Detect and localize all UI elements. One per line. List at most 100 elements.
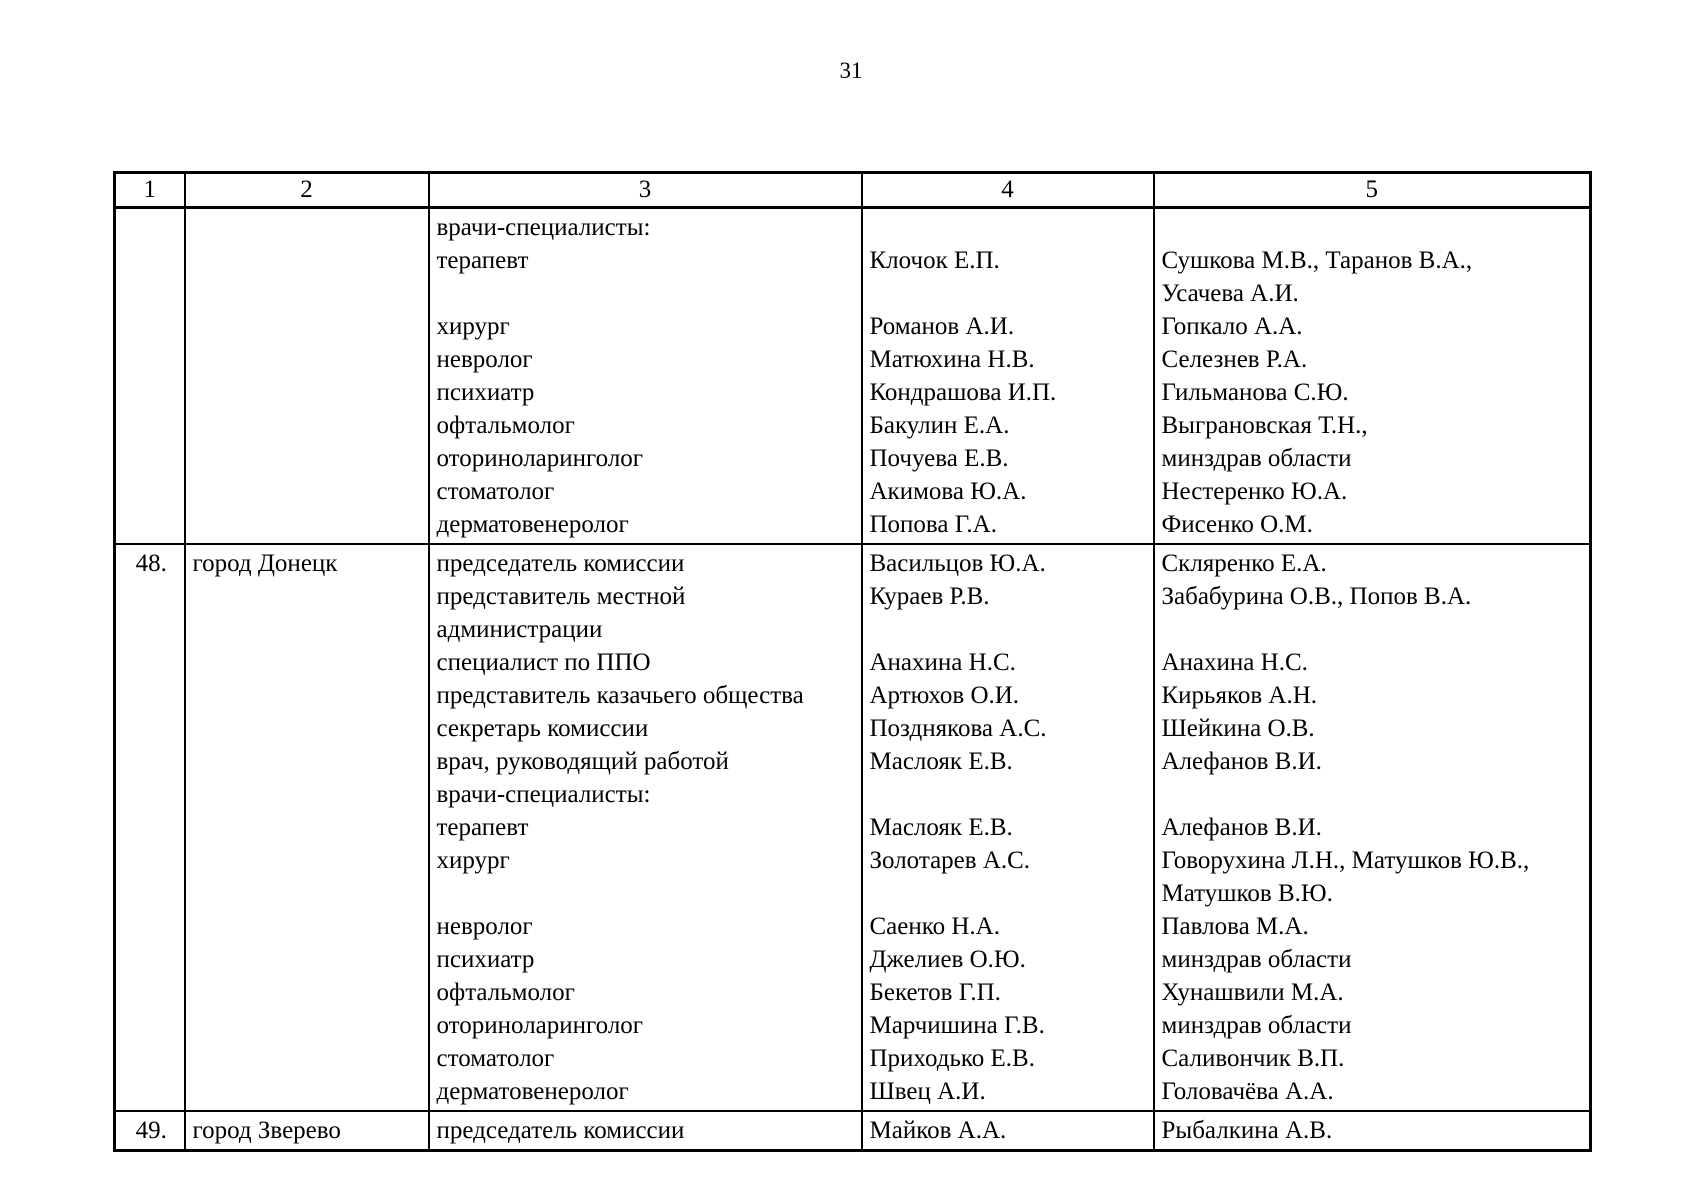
- column-header-5: 5: [1152, 171, 1592, 209]
- cell-line: Клочок Е.П.: [869, 247, 1000, 274]
- row-reserve-cell: Скляренко Е.А. Забабурина О.В., Попов В.А…: [1152, 543, 1592, 1112]
- cell-line: представитель местной: [436, 583, 686, 610]
- cell-line: Алефанов В.И.: [1161, 814, 1322, 841]
- cell-line: психиатр: [436, 379, 535, 406]
- page-number: 31: [839, 58, 863, 83]
- cell-line: оториноларинголог: [436, 1012, 644, 1039]
- row-member-cell: Васильцов Ю.А. Кураев Р.В. Анахина Н.С. Ар…: [860, 543, 1155, 1112]
- cell-line: минздрав области: [1161, 946, 1352, 973]
- table-row: 49. город Зверево председатель комиссии Май…: [113, 1110, 1592, 1152]
- cell-line: Кирьяков А.Н.: [1161, 682, 1318, 709]
- cell-line: [870, 778, 1149, 811]
- row-role-cell: председатель комиссии представитель местн…: [427, 543, 863, 1112]
- cell-line: Саливончик В.П.: [1161, 1045, 1345, 1072]
- cell-line: Головачёва А.А.: [1161, 1078, 1334, 1105]
- cell-line: хирург: [436, 847, 510, 874]
- cell-line: Романов А.И.: [869, 313, 1015, 340]
- cell-line: [437, 277, 857, 310]
- cell-line: Саенко Н.А.: [869, 913, 1000, 940]
- row-city-cell: город Зверево: [183, 1110, 430, 1152]
- cell-line: Позднякова А.С.: [869, 715, 1047, 742]
- cell-line: Скляренко Е.А.: [1161, 550, 1327, 577]
- row-number-cell: 49.: [113, 1110, 186, 1152]
- cell-line: стоматолог: [436, 478, 555, 505]
- cell-line: Анахина Н.С.: [869, 649, 1016, 676]
- column-header-4: 4: [860, 171, 1155, 209]
- cell-line: хирург: [436, 313, 510, 340]
- cell-line: [870, 613, 1149, 646]
- cell-line: Швец А.И.: [869, 1078, 986, 1105]
- cell-line: Маслояк Е.В.: [869, 814, 1013, 841]
- cell-line: дерматовенеролог: [436, 511, 629, 538]
- cell-line: врачи-специалисты:: [436, 781, 651, 808]
- column-header-1: 1: [113, 171, 186, 209]
- cell-line: Васильцов Ю.А.: [869, 550, 1046, 577]
- cell-line: офтальмолог: [436, 979, 575, 1006]
- cell-line: Забабурина О.В., Попов В.А.: [1161, 583, 1472, 610]
- cell-line: Гопкало А.А.: [1161, 313, 1303, 340]
- cell-line: Приходько Е.В.: [869, 1045, 1035, 1072]
- cell-line: Хунашвили М.А.: [1161, 979, 1344, 1006]
- cell-line: Анахина Н.С.: [1161, 649, 1308, 676]
- cell-line: оториноларинголог: [436, 445, 644, 472]
- cell-line: Матюхина Н.В.: [869, 346, 1035, 373]
- cell-line: офтальмолог: [436, 412, 575, 439]
- row-role-cell: председатель комиссии: [427, 1110, 863, 1152]
- column-header-3: 3: [427, 171, 863, 209]
- cell-line: Усачева А.И.: [1161, 280, 1299, 307]
- row-reserve-cell: Сушкова М.В., Таранов В.А., Усачева А.И. Г…: [1152, 206, 1592, 545]
- cell-line: [1162, 613, 1586, 646]
- row-member-cell: Клочок Е.П. Романов А.И. Матюхина Н.В. Кон…: [860, 206, 1155, 545]
- cell-line: Маслояк Е.В.: [869, 748, 1013, 775]
- cell-line: [437, 877, 857, 910]
- cell-line: Шейкина О.В.: [1161, 715, 1315, 742]
- cell-line: Попова Г.А.: [869, 511, 997, 538]
- cell-line: Фисенко О.М.: [1161, 511, 1313, 538]
- cell-line: врач, руководящий работой: [436, 748, 729, 775]
- cell-line: секретарь комиссии: [436, 715, 649, 742]
- table-body: врачи-специалисты: терапевт хирург невроло…: [113, 206, 1592, 1152]
- cell-line: Матушков В.Ю.: [1161, 880, 1333, 907]
- cell-line: Рыбалкина А.В.: [1161, 1117, 1333, 1144]
- row-reserve-cell: Рыбалкина А.В.: [1152, 1110, 1592, 1152]
- cell-line: [870, 211, 1149, 244]
- cell-line: председатель комиссии: [436, 1117, 685, 1144]
- cell-line: Селезнев Р.А.: [1161, 346, 1308, 373]
- row-city-cell: [183, 206, 430, 545]
- cell-line: 49.: [135, 1117, 167, 1144]
- cell-line: Марчишина Г.В.: [869, 1012, 1045, 1039]
- cell-line: [870, 877, 1149, 910]
- cell-line: минздрав области: [1161, 445, 1352, 472]
- row-role-cell: врачи-специалисты: терапевт хирург невроло…: [427, 206, 863, 545]
- cell-line: терапевт: [436, 247, 529, 274]
- cell-line: стоматолог: [436, 1045, 555, 1072]
- cell-line: [1162, 778, 1586, 811]
- cell-line: Бакулин Е.А.: [869, 412, 1010, 439]
- cell-line: Кураев Р.В.: [869, 583, 990, 610]
- cell-line: Бекетов Г.П.: [869, 979, 1001, 1006]
- cell-line: Акимова Ю.А.: [869, 478, 1027, 505]
- cell-line: [1162, 211, 1586, 244]
- cell-line: председатель комиссии: [436, 550, 685, 577]
- row-number-cell: 48.: [113, 543, 186, 1112]
- row-member-cell: Майков А.А.: [860, 1110, 1155, 1152]
- cell-line: невролог: [436, 913, 533, 940]
- cell-line: [123, 211, 180, 244]
- cell-line: Кондрашова И.П.: [869, 379, 1057, 406]
- cell-line: Выграновская Т.Н.,: [1161, 412, 1368, 439]
- cell-line: Сушкова М.В., Таранов В.А.,: [1161, 247, 1473, 274]
- cell-line: Павлова М.А.: [1161, 913, 1309, 940]
- cell-line: специалист по ППО: [436, 649, 651, 676]
- cell-line: Гильманова С.Ю.: [1161, 379, 1349, 406]
- cell-line: психиатр: [436, 946, 535, 973]
- cell-line: врачи-специалисты:: [436, 214, 651, 241]
- cell-line: Почуева Е.В.: [869, 445, 1009, 472]
- cell-line: минздрав области: [1161, 1012, 1352, 1039]
- table-row: 48. город Донецк председатель комиссии пред…: [113, 543, 1592, 1112]
- column-header-2: 2: [183, 171, 430, 209]
- cell-line: Говорухина Л.Н., Матушков Ю.В.,: [1161, 847, 1530, 874]
- cell-line: [193, 211, 424, 244]
- row-city-cell: город Донецк: [183, 543, 430, 1112]
